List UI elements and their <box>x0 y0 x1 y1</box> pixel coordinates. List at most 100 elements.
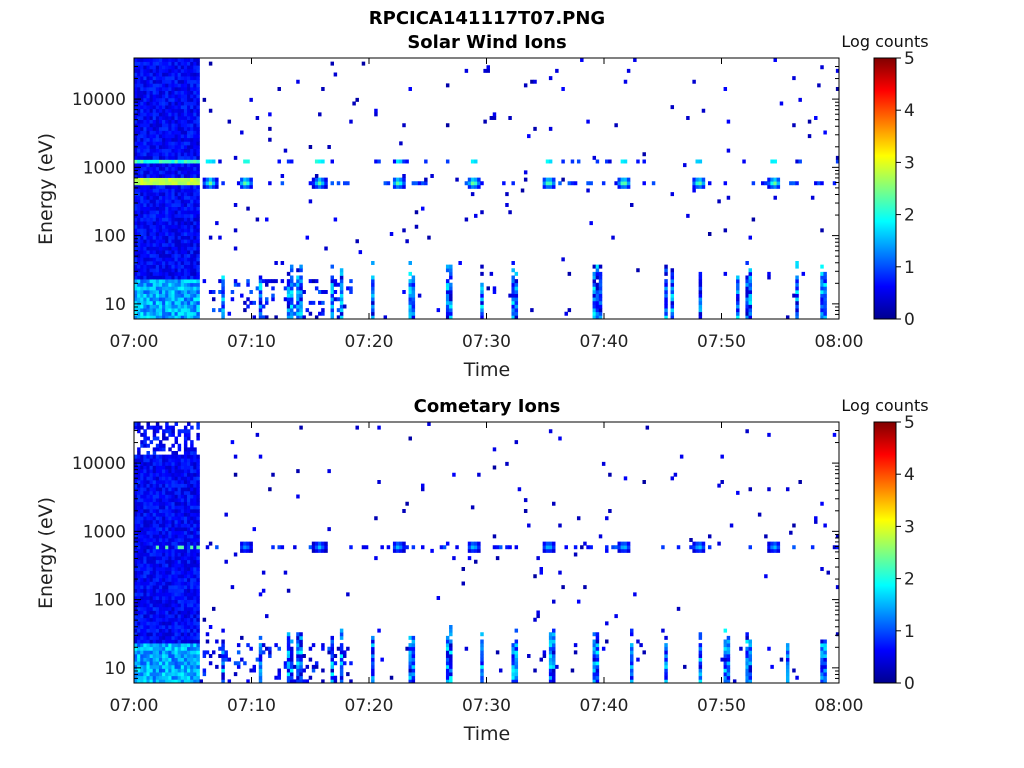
heatmap-cell <box>152 286 157 291</box>
heatmap-cell <box>155 184 160 189</box>
heatmap-cell <box>155 635 160 640</box>
heatmap-cell <box>243 541 247 546</box>
heatmap-cell <box>137 585 141 590</box>
heatmap-cell <box>149 527 154 532</box>
heatmap-cell <box>146 116 150 120</box>
heatmap-cell <box>137 625 141 629</box>
heatmap-cell <box>327 650 331 655</box>
heatmap-cell <box>514 675 519 680</box>
heatmap-cell <box>514 672 519 677</box>
heatmap-cell <box>187 228 191 233</box>
heatmap-cell <box>196 68 200 73</box>
heatmap-cell <box>146 58 150 62</box>
heatmap-cell <box>196 469 200 474</box>
heatmap-cell <box>177 585 182 590</box>
heatmap-cell <box>420 545 425 550</box>
heatmap-cell <box>314 541 319 546</box>
heatmap-cell <box>258 643 263 648</box>
heatmap-cell <box>158 101 163 106</box>
heatmap-cell <box>180 58 185 62</box>
heatmap-cell <box>374 159 378 164</box>
heatmap-cell <box>171 451 175 455</box>
heatmap-cell <box>190 293 194 298</box>
heatmap-cell <box>134 174 138 178</box>
heatmap-cell <box>215 545 219 550</box>
heatmap-cell <box>174 621 179 626</box>
heatmap-cell <box>187 472 191 477</box>
heatmap-cell <box>286 632 291 637</box>
heatmap-cell <box>143 476 147 481</box>
heatmap-cell <box>411 181 416 186</box>
heatmap-cell <box>168 581 172 586</box>
heatmap-cell <box>146 512 150 517</box>
heatmap-cell <box>187 429 191 434</box>
heatmap-cell <box>146 643 150 648</box>
heatmap-cell <box>449 625 453 629</box>
heatmap-cell <box>171 221 175 226</box>
heatmap-cell <box>296 639 300 644</box>
heatmap-cell <box>146 68 150 73</box>
heatmap-cell <box>321 679 325 684</box>
heatmap-cell <box>187 130 191 135</box>
heatmap-cell <box>134 108 138 113</box>
heatmap-cell <box>180 286 185 291</box>
heatmap-cell <box>143 112 147 117</box>
heatmap-cell <box>146 199 150 204</box>
heatmap-cell <box>165 661 169 666</box>
heatmap-cell <box>411 679 416 684</box>
heatmap-cell <box>701 545 706 550</box>
heatmap-cell <box>183 672 188 677</box>
heatmap-cell <box>745 261 749 265</box>
heatmap-cell <box>180 472 185 477</box>
heatmap-cell <box>592 657 597 662</box>
heatmap-cell <box>177 516 182 521</box>
heatmap-cell <box>664 286 668 291</box>
heatmap-cell <box>137 519 141 524</box>
colorbar-tick-label: 2 <box>904 570 915 590</box>
heatmap-cell <box>158 581 163 586</box>
heatmap-cell <box>149 512 154 517</box>
heatmap-cell <box>143 458 147 463</box>
heatmap-cell <box>171 206 175 211</box>
heatmap-cell <box>698 311 703 316</box>
heatmap-cell <box>158 235 163 240</box>
heatmap-cell <box>723 661 728 666</box>
heatmap-cell <box>140 195 144 200</box>
heatmap-cell <box>152 311 157 316</box>
heatmap-cell <box>171 588 175 593</box>
heatmap-cell <box>165 664 169 669</box>
heatmap-cell <box>820 279 824 284</box>
heatmap-cell <box>137 472 141 477</box>
heatmap-cell <box>152 574 157 579</box>
heatmap-cell <box>143 166 147 171</box>
heatmap-cell <box>180 97 185 102</box>
heatmap-cell <box>180 639 185 644</box>
heatmap-cell <box>183 123 188 128</box>
heatmap-cell <box>748 646 753 651</box>
heatmap-cell <box>140 246 144 251</box>
heatmap-cell <box>152 512 157 517</box>
heatmap-cell <box>174 643 179 648</box>
heatmap-cell <box>180 235 185 240</box>
heatmap-cell <box>187 563 191 568</box>
heatmap-cell <box>698 181 703 186</box>
heatmap-cell <box>183 487 188 492</box>
heatmap-cell <box>165 657 169 662</box>
heatmap-cell <box>174 152 179 157</box>
heatmap-cell <box>146 516 150 521</box>
heatmap-cell <box>268 487 272 492</box>
heatmap-cell <box>411 657 416 662</box>
heatmap-cell <box>318 112 322 117</box>
heatmap-cell <box>140 279 144 284</box>
heatmap-cell <box>143 480 147 484</box>
panel-solar-wind: Solar Wind Ions 07:00 07:10 07:20 07:30 07:4… <box>35 32 929 381</box>
heatmap-cell <box>552 646 556 651</box>
heatmap-cell <box>152 264 157 269</box>
heatmap-cell <box>171 286 175 291</box>
heatmap-cell <box>548 159 553 164</box>
heatmap-cell <box>748 279 753 284</box>
heatmap-cell <box>165 61 169 66</box>
heatmap-cell <box>542 548 547 553</box>
heatmap-cell <box>183 72 188 77</box>
heatmap-cell <box>187 282 191 287</box>
